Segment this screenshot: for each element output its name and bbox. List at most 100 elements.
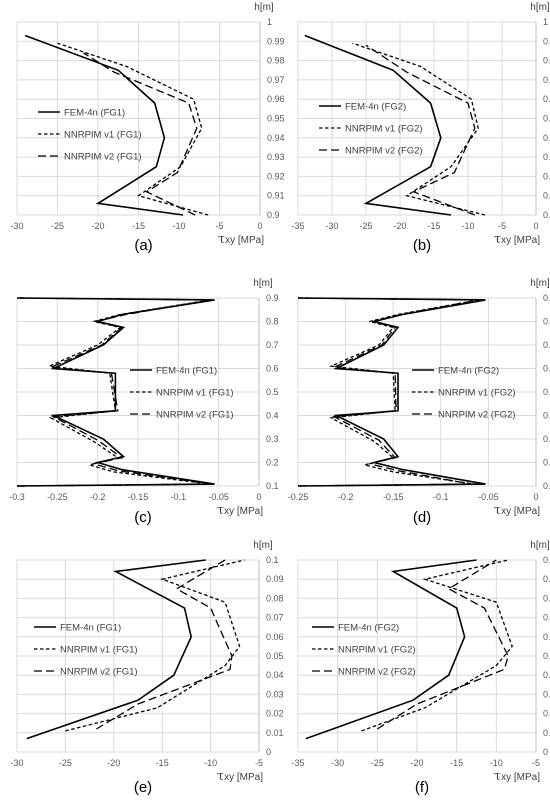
x-tick-label: -25: [371, 758, 384, 768]
y-axis-title: h[m]: [253, 540, 273, 551]
y-tick-label: 0.91: [543, 191, 550, 201]
y-tick-label: 0.2: [266, 458, 279, 468]
x-axis-title-unit: xy [MPa]: [501, 506, 540, 517]
y-tick-label: 1: [543, 17, 548, 27]
y-tick-label: 0.02: [543, 709, 550, 719]
x-axis-title-symbol: τ: [217, 503, 224, 518]
y-tick-label: 0.1: [266, 481, 279, 491]
x-tick-label: -25: [359, 221, 372, 231]
y-tick-label: 0.07: [543, 613, 550, 623]
x-axis-title: τxy [MPa]: [494, 769, 540, 784]
legend-label: FEM-4n (FG1): [156, 366, 217, 377]
chart-panel-d: -0.25 -0.2 -0.15 -0.1 -0.05 0 0.1 0.2 0.3 0.4 0.5 0…: [288, 278, 550, 526]
x-axis-title-unit: xy [MPa]: [224, 772, 263, 783]
legend-label: NNRPIM v1 (FG1): [64, 130, 142, 141]
y-tick-label: 0.6: [543, 364, 550, 374]
panel-caption: (a): [134, 237, 152, 254]
x-tick-label: -0.2: [338, 492, 354, 502]
x-tick-label: -20: [393, 221, 406, 231]
x-tick-label: -0.3: [9, 492, 25, 502]
x-axis-title: τxy [MPa]: [494, 232, 540, 247]
x-tick-label: -0.25: [288, 492, 309, 502]
panel-caption: (b): [413, 237, 431, 254]
x-tick-label: -30: [10, 758, 23, 768]
y-tick-label: 0.8: [266, 317, 279, 327]
x-axis-title-symbol: τ: [494, 232, 501, 247]
y-tick-label: 0.8: [543, 317, 550, 327]
series-line-nnrpim-v1: [65, 559, 245, 732]
x-tick-label: -5: [215, 221, 223, 231]
series-line-nnrpim-v1: [361, 559, 513, 732]
x-axis-title-symbol: τ: [494, 769, 501, 784]
series-line-nnrpim-v2: [297, 297, 480, 487]
chart-panel-b: -35 -30 -25 -20 -15 -10 -5 0 0.9 0.91 0.92 0.93 0.94…: [291, 2, 550, 254]
legend-label: FEM-4n (FG2): [345, 102, 406, 113]
y-tick-label: 0.7: [266, 340, 279, 350]
x-axis-title-unit: xy [MPa]: [501, 235, 540, 246]
x-tick-label: -30: [331, 758, 344, 768]
x-tick-label: -0.1: [171, 492, 187, 502]
series-line-nnrpim-v2: [16, 297, 211, 487]
legend-label: FEM-4n (FG1): [60, 623, 121, 634]
x-tick-label: 0: [257, 221, 262, 231]
chart-panel-a: -30 -25 -20 -15 -10 -5 0 0.9 0.91 0.92 0.93 0.94 0.9…: [10, 2, 284, 254]
y-tick-label: 0.01: [266, 728, 284, 738]
y-tick-label: 0.97: [543, 75, 550, 85]
x-tick-label: 0: [533, 221, 538, 231]
y-tick-label: 0.6: [266, 364, 279, 374]
y-tick-label: 0.04: [266, 670, 284, 680]
y-tick-label: 0.5: [543, 387, 550, 397]
x-tick-label: -0.15: [383, 492, 404, 502]
y-tick-label: 0.02: [266, 709, 284, 719]
y-tick-label: 0.06: [543, 632, 550, 642]
y-tick-label: 0.9: [543, 293, 550, 303]
legend-label: NNRPIM v1 (FG2): [338, 645, 416, 656]
y-axis-title: h[m]: [254, 2, 274, 13]
y-tick-label: 0: [266, 747, 271, 757]
y-tick-label: 0.95: [543, 114, 550, 124]
chart-panel-e: -30 -25 -20 -15 -10 -50 0.01 0.02 0.03 0.04 0.05 0.…: [10, 540, 283, 796]
x-axis-title-symbol: τ: [494, 503, 501, 518]
x-axis-title: τxy [MPa]: [217, 769, 263, 784]
y-tick-label: 0.93: [267, 152, 285, 162]
chart-panel-f: -35 -30 -25 -20 -15 -10 -50 0.01 0.02 0.03 0.04 0.0…: [291, 540, 550, 796]
x-tick-label: -0.25: [47, 492, 68, 502]
x-axis-title: τxy [MPa]: [494, 503, 540, 518]
x-axis-title-unit: xy [MPa]: [224, 506, 263, 517]
legend-label: NNRPIM v2 (FG1): [64, 152, 142, 163]
x-axis-title: τxy [MPa]: [217, 503, 263, 518]
y-tick-label: 0.99: [267, 36, 285, 46]
x-tick-label: -5: [532, 758, 540, 768]
legend-label: NNRPIM v2 (FG2): [338, 667, 416, 678]
y-tick-label: 0.1: [543, 555, 550, 565]
series-line-fem-4n: [304, 34, 452, 216]
y-tick-label: 0.1: [266, 555, 279, 565]
x-tick-label: -5: [498, 221, 506, 231]
x-tick-label: -10: [490, 758, 503, 768]
y-axis-title: h[m]: [530, 278, 550, 289]
series-line-nnrpim-v1: [16, 297, 211, 487]
y-tick-label: 0.2: [543, 458, 550, 468]
x-tick-label: -35: [291, 758, 304, 768]
y-tick-label: 0.08: [266, 593, 284, 603]
x-tick-label: -0.2: [90, 492, 106, 502]
series-line-fem-4n: [26, 559, 206, 740]
y-tick-label: 0.4: [266, 411, 279, 421]
legend-label: NNRPIM v1 (FG2): [438, 388, 516, 399]
y-axis-title: h[m]: [530, 540, 550, 551]
y-tick-label: 0.92: [267, 171, 285, 181]
chart-panel-c: -0.3 -0.25 -0.2 -0.15 -0.1 -0.05 0 0.1 0.2 0.3 0.4…: [9, 278, 278, 526]
legend-label: NNRPIM v1 (FG1): [60, 645, 138, 656]
y-tick-label: 0.96: [543, 94, 550, 104]
series-line-nnrpim-v2: [83, 52, 198, 216]
y-tick-label: 0.09: [266, 574, 284, 584]
y-tick-label: 0.1: [543, 481, 550, 491]
x-tick-label: -0.05: [478, 492, 499, 502]
legend-label: FEM-4n (FG2): [338, 623, 399, 634]
legend-label: NNRPIM v2 (FG2): [345, 146, 423, 157]
series-line-nnrpim-v2: [365, 44, 476, 216]
x-tick-label: -30: [10, 221, 23, 231]
x-tick-label: 0: [533, 492, 538, 502]
y-tick-label: 0.7: [543, 340, 550, 350]
